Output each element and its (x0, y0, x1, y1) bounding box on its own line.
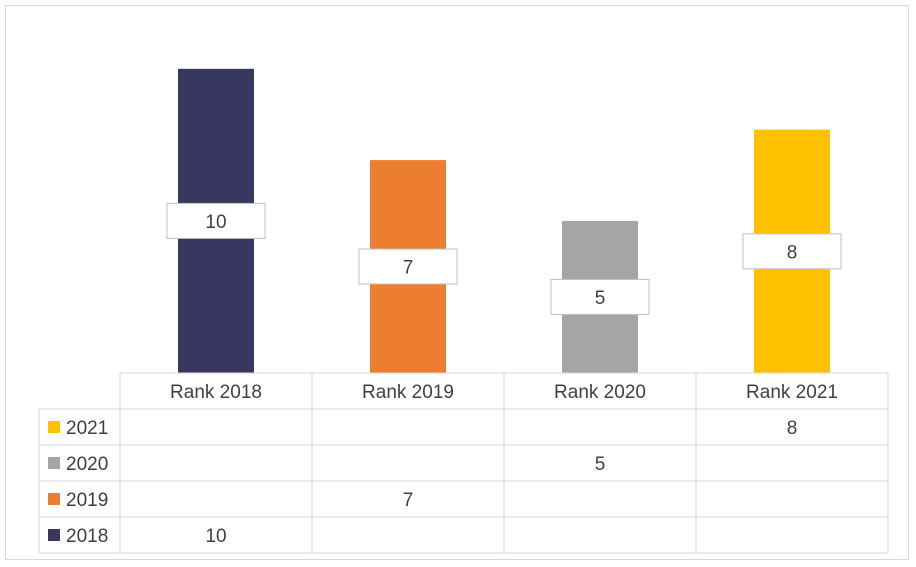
data-label-box-2021 (742, 233, 842, 270)
data-label-2018: 10 (205, 212, 226, 233)
x-tick-label-rank-2021: Rank 2021 (746, 382, 838, 403)
legend-key-2019 (48, 493, 60, 505)
legend-label-2018: 2018 (66, 526, 108, 547)
legend-key-2020 (48, 457, 60, 469)
legend-label-2021: 2021 (66, 418, 108, 439)
legend-label-2020: 2020 (66, 454, 108, 475)
data-label-2019: 7 (403, 258, 414, 279)
data-label-box-2020 (550, 278, 650, 315)
legend-key-2021 (48, 421, 60, 433)
data-label-2021: 8 (787, 242, 798, 263)
table-value-2020: 5 (595, 454, 606, 475)
legend-key-2018 (48, 529, 60, 541)
x-tick-label-rank-2020: Rank 2020 (554, 382, 646, 403)
data-label-box-2019 (358, 248, 458, 285)
data-label-box-2018 (166, 202, 266, 239)
table-value-2021: 8 (787, 418, 798, 439)
x-tick-label-rank-2018: Rank 2018 (170, 382, 262, 403)
table-value-2018: 10 (205, 526, 226, 547)
legend-label-2019: 2019 (66, 490, 108, 511)
data-label-2020: 5 (595, 288, 606, 309)
x-tick-label-rank-2019: Rank 2019 (362, 382, 454, 403)
table-value-2019: 7 (403, 490, 414, 511)
